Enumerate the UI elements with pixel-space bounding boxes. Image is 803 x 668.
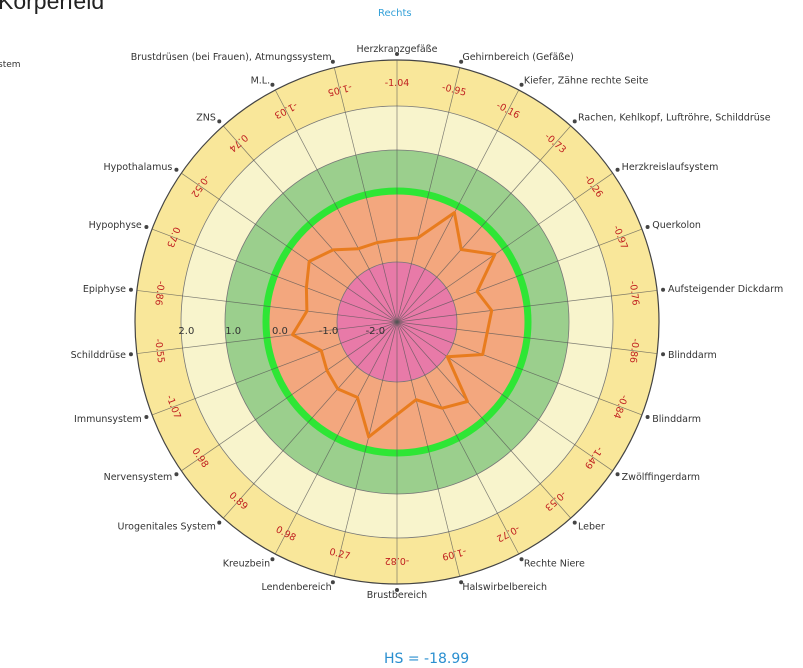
radar-scale-labels: 2.0 1.0 0.0 -1.0 -2.0 <box>178 326 385 337</box>
spoke-dot <box>144 224 149 229</box>
category-label: Lendenbereich <box>261 582 331 593</box>
spoke <box>136 321 398 354</box>
category-label: Rachen, Kehlkopf, Luftröhre, Schilddrüse <box>578 113 771 124</box>
spoke <box>222 321 398 519</box>
spoke-dot <box>615 167 620 172</box>
scale-label: 1.0 <box>225 326 241 337</box>
category-label: Nervensystem <box>104 472 173 483</box>
radar-category-labels: Herzkranzgefäße Gehirnbereich (Gefäße) Kie… <box>71 44 784 601</box>
spoke <box>396 321 572 519</box>
spoke <box>396 321 520 555</box>
spoke <box>396 321 461 577</box>
value-label: -0.86 <box>627 338 641 364</box>
category-label: Immunsystem <box>74 414 142 425</box>
category-label: Schilddrüse <box>71 350 126 361</box>
spoke-dot <box>661 287 666 292</box>
spoke <box>274 321 398 555</box>
spoke-dot <box>519 82 524 87</box>
spoke <box>274 89 398 323</box>
category-label: Leber <box>578 521 605 532</box>
spoke-dot <box>217 119 222 124</box>
category-label: Blinddarm <box>652 414 701 425</box>
spoke-dot <box>217 520 222 525</box>
spoke-dot <box>270 557 275 562</box>
spoke-dot <box>174 167 179 172</box>
hs-score: HS = -18.99 <box>384 651 470 667</box>
category-label: Herzkranzgefäße <box>357 44 438 55</box>
category-label: Blinddarm <box>668 350 717 361</box>
category-label: Epiphyse <box>83 284 126 295</box>
radar-series <box>291 211 497 439</box>
category-label: Querkolon <box>652 220 701 231</box>
spoke <box>151 228 398 323</box>
spoke-dot <box>330 59 335 64</box>
category-label: ZNS <box>196 113 216 124</box>
category-label: Herzkreislaufsystem <box>622 162 719 173</box>
value-label: -0.82 <box>385 555 410 566</box>
data-series-line <box>291 211 497 439</box>
spoke-dot <box>661 352 666 357</box>
category-label: Rechte Niere <box>524 559 585 570</box>
spoke <box>396 321 658 354</box>
spoke-dot <box>395 588 399 592</box>
spoke <box>333 321 398 577</box>
spoke-dot <box>572 119 577 124</box>
spoke-dot <box>645 224 650 229</box>
radar-spokes <box>128 52 666 592</box>
spoke-dot <box>459 580 464 585</box>
scale-label: -2.0 <box>366 326 386 337</box>
spoke <box>396 89 520 323</box>
spoke-dot <box>174 472 179 477</box>
scale-label: 0.0 <box>272 326 288 337</box>
category-label: Hypophyse <box>89 220 142 231</box>
spoke <box>396 67 461 323</box>
spoke <box>136 290 398 323</box>
category-label: M.L. <box>251 75 271 86</box>
scale-label: 2.0 <box>178 326 194 337</box>
spoke-dot <box>615 472 620 477</box>
spoke <box>222 125 398 323</box>
spoke <box>181 172 398 323</box>
category-label: Hypothalamus <box>103 162 172 173</box>
spoke <box>181 321 398 472</box>
spoke <box>396 228 643 323</box>
category-label: Kiefer, Zähne rechte Seite <box>524 75 649 86</box>
spoke-dot <box>459 59 464 64</box>
category-label: Halswirbelbereich <box>462 582 547 593</box>
value-label: -1.04 <box>385 78 410 89</box>
spoke-dot <box>330 580 335 585</box>
spoke <box>396 125 572 323</box>
spoke-dot <box>128 287 133 292</box>
category-label: Zwölffingerdarm <box>622 472 700 483</box>
spoke <box>396 321 613 472</box>
scale-label: -1.0 <box>319 326 339 337</box>
category-label: Kreuzbein <box>223 559 270 570</box>
chart-subtitle: Rechts <box>378 8 412 19</box>
value-label: 0.27 <box>328 547 351 563</box>
category-label: Brustdrüsen (bei Frauen), Atmungssystem <box>131 52 332 63</box>
spoke-dot <box>144 415 149 420</box>
spoke <box>333 67 398 323</box>
category-label: Brustbereich <box>367 590 427 601</box>
chart-title: Körperfeld <box>0 0 105 14</box>
spoke-dot <box>128 352 133 357</box>
value-label: -0.76 <box>627 280 641 306</box>
truncated-left-label: stem <box>0 60 21 70</box>
spoke-dot <box>395 52 399 56</box>
category-label: Urogenitales System <box>118 521 216 532</box>
spoke-dot <box>572 520 577 525</box>
spoke-dot <box>519 557 524 562</box>
spoke <box>396 290 658 323</box>
spoke <box>396 321 643 416</box>
spoke <box>151 321 398 416</box>
value-label: -0.55 <box>152 338 166 364</box>
spoke-dot <box>270 82 275 87</box>
spoke-dot <box>645 415 650 420</box>
category-label: Gehirnbereich (Gefäße) <box>462 52 574 63</box>
category-label: Aufsteigender Dickdarm <box>668 284 783 295</box>
spoke <box>396 172 613 323</box>
value-label: -0.86 <box>152 280 166 306</box>
